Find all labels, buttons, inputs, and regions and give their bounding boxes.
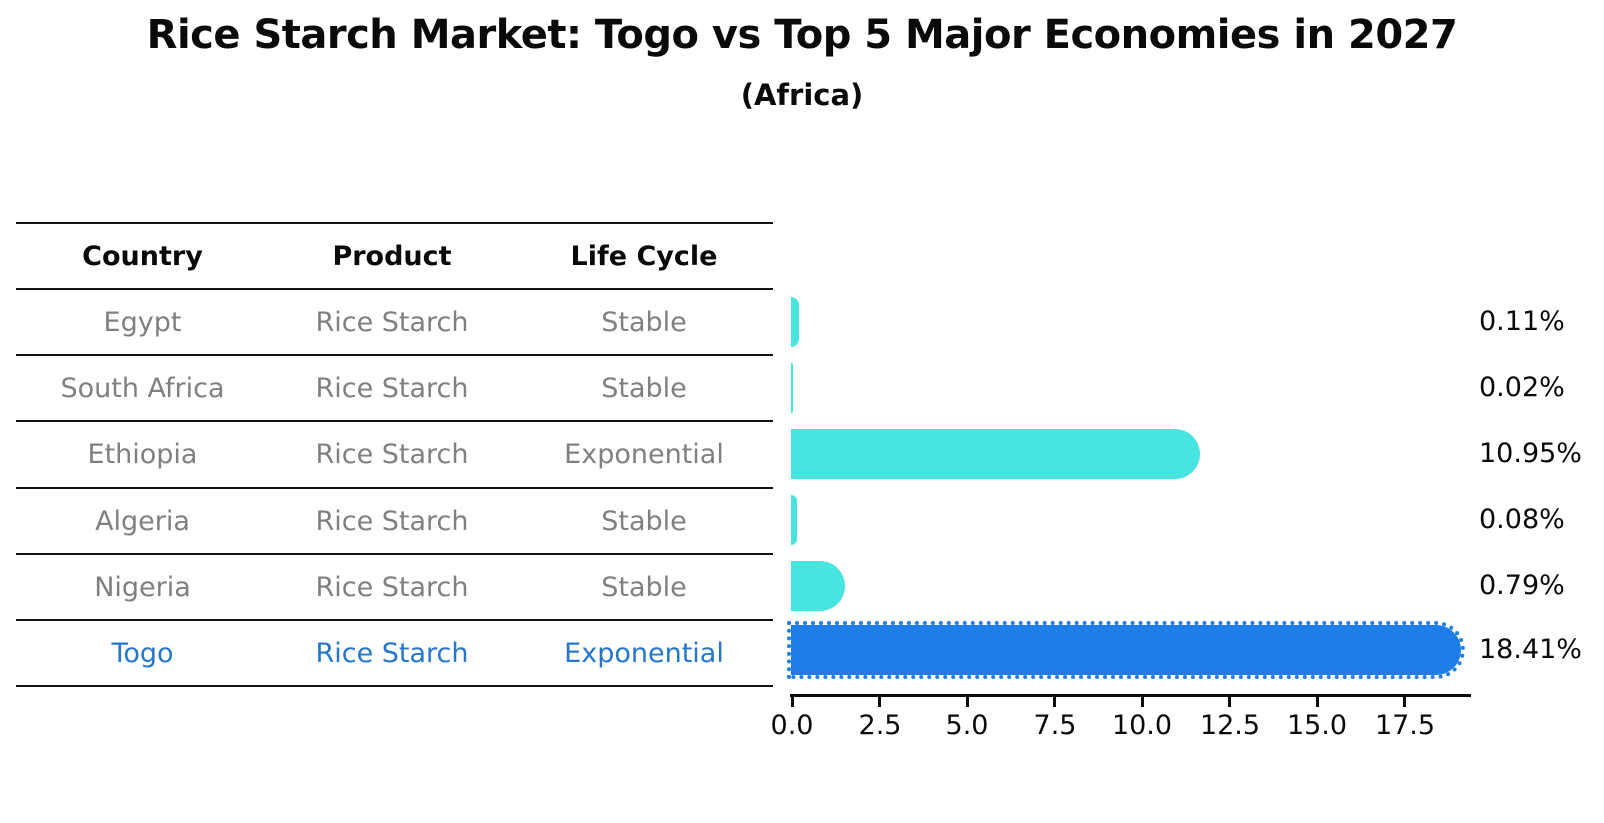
bar-togo: [786, 621, 1466, 679]
table-rule: [16, 487, 773, 489]
cell-product: Rice Starch: [315, 637, 469, 669]
x-tick-label: 10.0: [1111, 710, 1173, 741]
cell-life-cycle: Exponential: [564, 438, 724, 470]
x-tick-label: 15.0: [1286, 710, 1348, 741]
x-tick-label: 12.5: [1199, 710, 1261, 741]
cell-product: Rice Starch: [315, 372, 469, 404]
cell-country: Algeria: [95, 505, 190, 537]
x-axis-tick: [1403, 696, 1406, 707]
table-rule: [16, 354, 773, 356]
bar-algeria: [791, 495, 797, 545]
x-axis-tick: [1053, 696, 1056, 707]
value-label: 10.95%: [1479, 438, 1582, 469]
x-axis-tick: [1228, 696, 1231, 707]
cell-life-cycle: Stable: [601, 372, 687, 404]
cell-life-cycle: Stable: [601, 306, 687, 338]
chart-subtitle: (Africa): [740, 78, 864, 112]
x-axis-tick: [791, 696, 794, 707]
x-axis-tick: [1316, 696, 1319, 707]
table-rule: [16, 222, 773, 224]
x-tick-label: 5.0: [945, 710, 989, 741]
bar-south-africa: [791, 363, 793, 413]
cell-life-cycle: Stable: [601, 505, 687, 537]
chart-title: Rice Starch Market: Togo vs Top 5 Major …: [146, 12, 1458, 58]
column-header-country: Country: [82, 240, 203, 272]
x-axis-tick: [966, 696, 969, 707]
bar-nigeria: [791, 561, 845, 611]
bar-ethiopia: [791, 429, 1201, 479]
cell-country: Togo: [111, 637, 174, 669]
table-rule: [16, 685, 773, 687]
cell-life-cycle: Exponential: [564, 637, 724, 669]
bar-egypt: [791, 297, 799, 347]
cell-product: Rice Starch: [315, 438, 469, 470]
cell-product: Rice Starch: [315, 306, 469, 338]
value-label: 0.08%: [1479, 504, 1565, 535]
table-rule: [16, 288, 773, 290]
x-axis-line: [790, 694, 1471, 697]
cell-country: Egypt: [103, 306, 182, 338]
x-tick-label: 7.5: [1033, 710, 1077, 741]
x-axis-tick: [1141, 696, 1144, 707]
x-tick-label: 2.5: [858, 710, 902, 741]
cell-product: Rice Starch: [315, 571, 469, 603]
value-label: 18.41%: [1479, 634, 1582, 665]
value-label: 0.79%: [1479, 570, 1565, 601]
value-label: 0.02%: [1479, 372, 1565, 403]
cell-country: Ethiopia: [87, 438, 198, 470]
column-header-product: Product: [332, 240, 452, 272]
value-label: 0.11%: [1479, 306, 1565, 337]
x-tick-label: 0.0: [770, 710, 814, 741]
table-rule: [16, 553, 773, 555]
cell-life-cycle: Stable: [601, 571, 687, 603]
cell-country: South Africa: [60, 372, 225, 404]
x-tick-label: 17.5: [1374, 710, 1436, 741]
table-rule: [16, 619, 773, 621]
column-header-life-cycle: Life Cycle: [570, 240, 718, 272]
x-axis-tick: [878, 696, 881, 707]
cell-country: Nigeria: [94, 571, 191, 603]
table-rule: [16, 420, 773, 422]
cell-product: Rice Starch: [315, 505, 469, 537]
